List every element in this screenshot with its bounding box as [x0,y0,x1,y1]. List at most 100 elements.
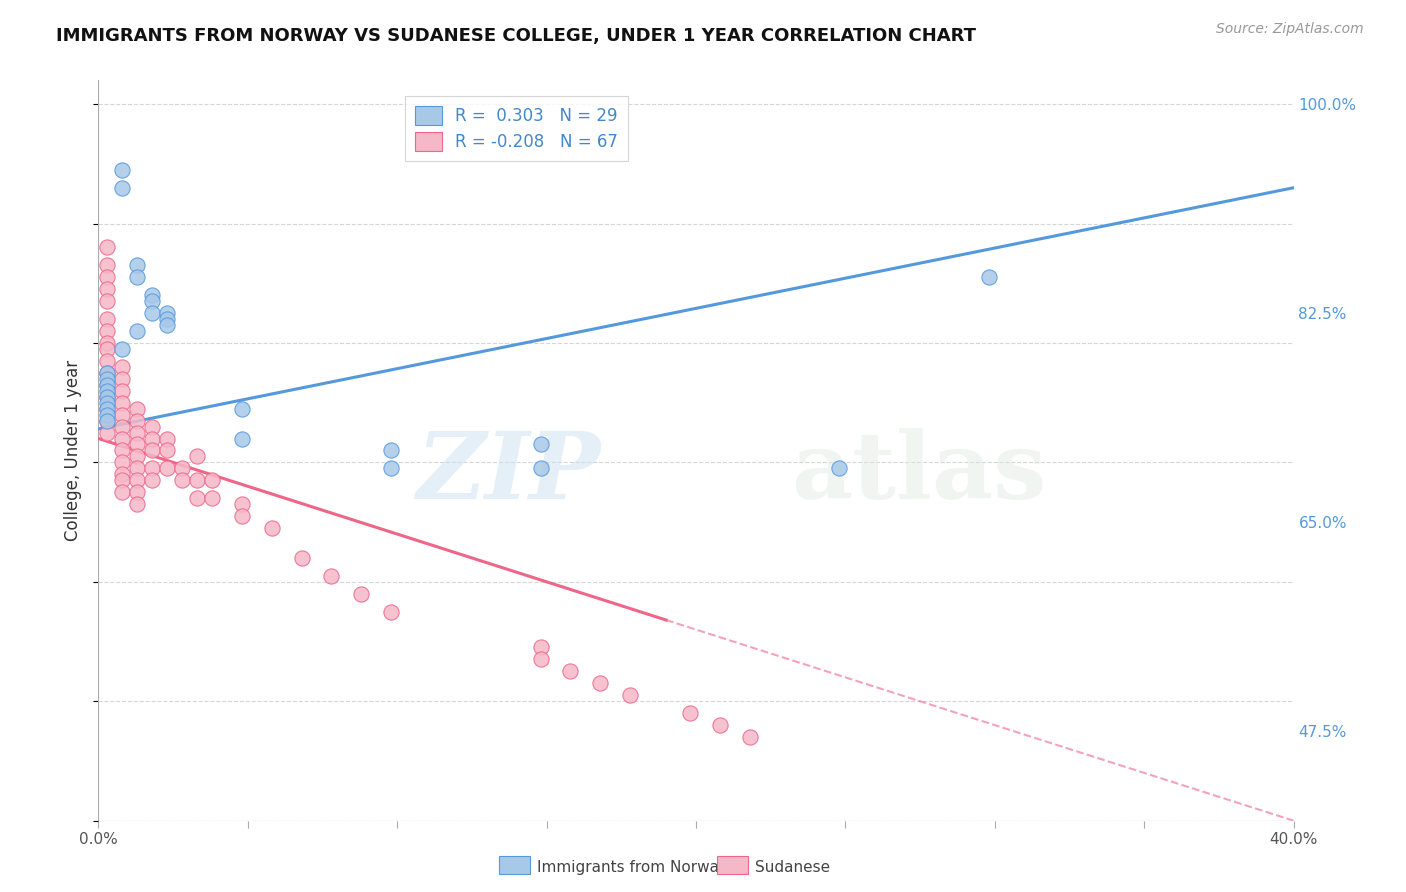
Point [709,718,731,732]
Point [96,395,118,409]
Point [96,324,118,338]
Point [111,443,134,458]
Point [321,569,343,583]
Point [96,240,118,254]
Point [530,640,553,655]
Point [977,270,1000,285]
Point [828,461,851,475]
Point [172,473,194,487]
Point [111,485,134,500]
Point [127,437,149,451]
Point [156,432,179,446]
Point [111,395,134,409]
Point [231,432,253,446]
Point [96,270,118,285]
Point [156,318,179,332]
Point [111,384,134,398]
Point [186,450,208,464]
Point [127,485,149,500]
Point [111,372,134,386]
Point [350,587,373,601]
Point [96,401,118,416]
Point [141,288,163,302]
Point [111,432,134,446]
Point [380,461,402,475]
Point [738,730,761,744]
Point [141,432,163,446]
Point [530,437,553,451]
Point [127,270,149,285]
Point [96,372,118,386]
Point [96,384,118,398]
Point [589,676,612,690]
Point [96,414,118,428]
Point [96,366,118,380]
Point [96,425,118,440]
Point [96,390,118,404]
Text: Source: ZipAtlas.com: Source: ZipAtlas.com [1216,22,1364,37]
Point [111,359,134,374]
Point [96,354,118,368]
Point [380,443,402,458]
Point [141,461,163,475]
Text: IMMIGRANTS FROM NORWAY VS SUDANESE COLLEGE, UNDER 1 YEAR CORRELATION CHART: IMMIGRANTS FROM NORWAY VS SUDANESE COLLE… [56,27,976,45]
Point [96,294,118,309]
Point [127,497,149,511]
Point [291,550,314,565]
Text: Immigrants from Norway: Immigrants from Norway [537,860,728,874]
Point [111,473,134,487]
Point [96,390,118,404]
Point [96,366,118,380]
Point [127,324,149,338]
Point [619,688,641,702]
Point [141,419,163,434]
Point [127,259,149,273]
Point [127,425,149,440]
Point [111,342,134,356]
Point [380,605,402,619]
Point [172,461,194,475]
Point [141,306,163,320]
Point [530,461,553,475]
Point [111,419,134,434]
Text: atlas: atlas [792,427,1047,517]
Legend: R =  0.303   N = 29, R = -0.208   N = 67: R = 0.303 N = 29, R = -0.208 N = 67 [405,96,628,161]
Point [96,377,118,392]
Point [111,180,134,194]
Point [127,414,149,428]
Point [111,162,134,177]
Point [96,342,118,356]
Point [141,443,163,458]
Point [156,443,179,458]
Point [127,473,149,487]
Point [679,706,702,721]
Point [141,294,163,309]
Point [231,509,253,524]
Point [96,414,118,428]
Point [111,455,134,469]
Point [127,401,149,416]
Point [156,312,179,326]
Point [560,665,582,679]
Point [96,259,118,273]
Point [260,521,283,535]
Point [231,401,253,416]
Point [201,473,224,487]
Point [96,408,118,422]
Point [96,377,118,392]
Point [156,461,179,475]
Point [201,491,224,506]
Point [96,336,118,351]
Point [186,491,208,506]
Text: ZIP: ZIP [416,427,600,517]
Point [156,306,179,320]
Point [111,467,134,482]
Point [96,312,118,326]
Y-axis label: College, Under 1 year: College, Under 1 year [65,359,83,541]
Point [530,652,553,666]
Point [111,408,134,422]
Point [96,401,118,416]
Point [127,450,149,464]
Point [231,497,253,511]
Point [186,473,208,487]
